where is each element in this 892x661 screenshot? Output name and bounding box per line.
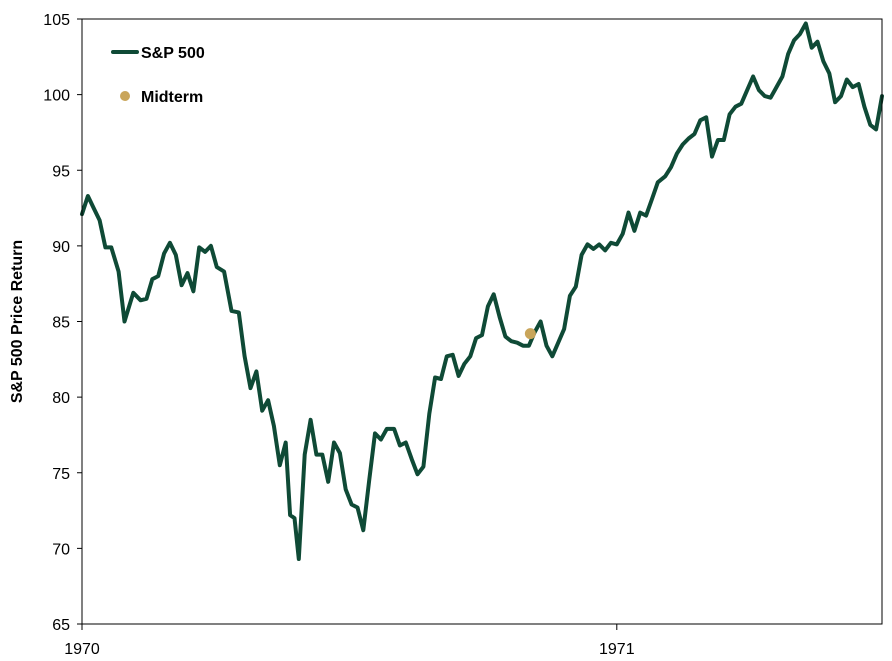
legend-label-midterm: Midterm <box>141 89 203 106</box>
legend-dot-swatch <box>120 91 130 101</box>
y-tick-label: 100 <box>43 88 70 105</box>
y-tick-label: 85 <box>52 315 70 332</box>
midterm-marker <box>524 328 536 340</box>
y-tick-label: 95 <box>52 163 70 180</box>
legend-label-sp500: S&P 500 <box>141 45 205 62</box>
y-axis-ticks: 65 70 75 80 85 90 95 100 105 <box>43 12 82 634</box>
y-tick-label: 65 <box>52 617 70 634</box>
y-tick-label: 80 <box>52 390 70 407</box>
y-tick-label: 105 <box>43 12 70 29</box>
series-layer <box>80 21 884 561</box>
x-tick-label: 1970 <box>64 641 100 658</box>
x-axis-ticks: 1970 1971 <box>64 624 635 658</box>
marker-layer <box>524 328 536 340</box>
y-axis-title: S&P 500 Price Return <box>9 240 26 403</box>
y-tick-label: 75 <box>52 466 70 483</box>
y-tick-label: 70 <box>52 541 70 558</box>
series-line-sp500 <box>80 21 884 561</box>
x-tick-label: 1971 <box>599 641 635 658</box>
plot-area-frame <box>81 18 883 625</box>
y-tick-label: 90 <box>52 239 70 256</box>
legend: S&P 500 Midterm <box>111 45 205 106</box>
